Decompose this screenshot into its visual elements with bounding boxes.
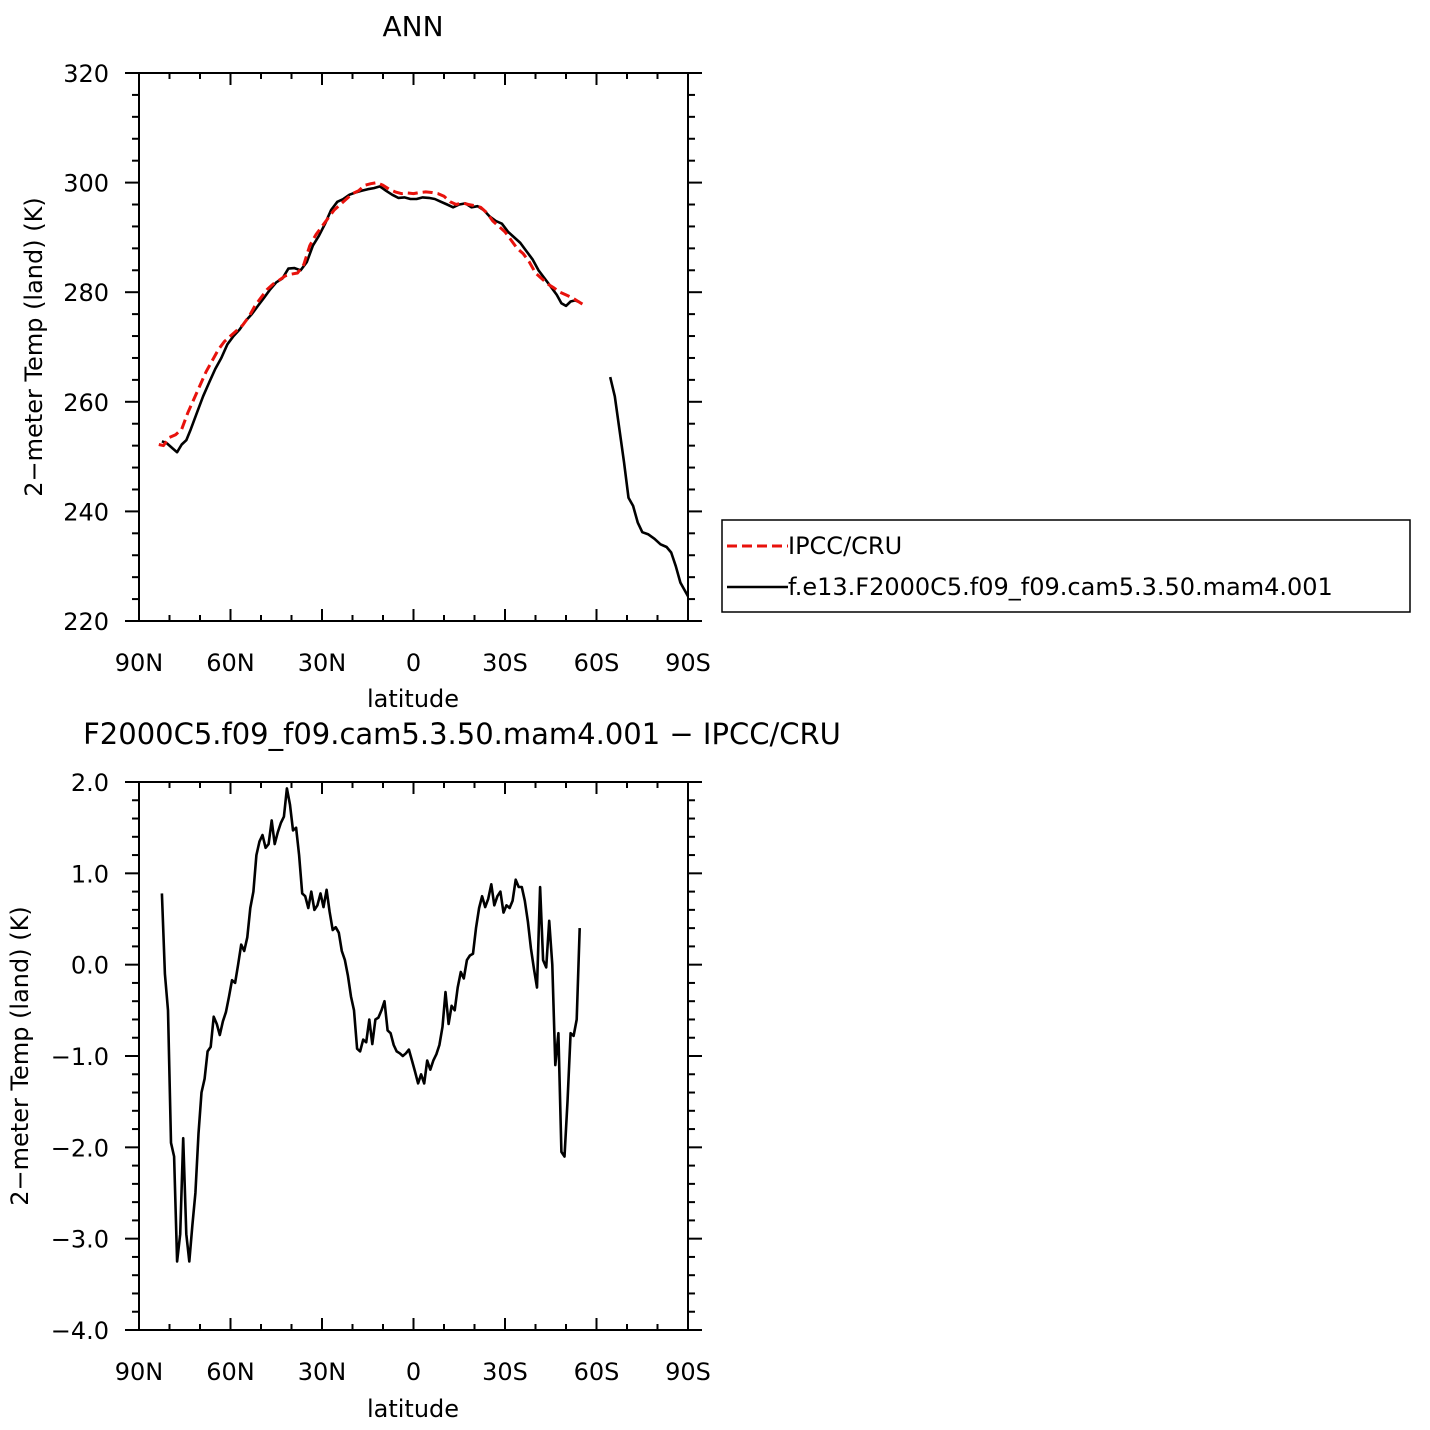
x-tick-label: 0 xyxy=(406,1358,421,1386)
x-tick-label: 0 xyxy=(406,649,421,677)
y-tick-label: 240 xyxy=(63,498,109,526)
series-line-0 xyxy=(158,181,584,448)
y-tick-label: 0.0 xyxy=(71,952,109,980)
y-tick-label: 280 xyxy=(63,279,109,307)
x-tick-label: 90S xyxy=(665,649,711,677)
difference-panel: F2000C5.f09_f09.cam5.3.50.mam4.001 − IPC… xyxy=(6,717,841,1423)
ticks-layer: 90N 60N 30N 0 30S 60S 90S −4.0 −3.0 −2.0 −1.0 0.0 1.… xyxy=(51,769,711,1386)
chart-title: ANN xyxy=(382,10,443,43)
y-axis-label: 2−meter Temp (land) (K) xyxy=(6,906,34,1205)
y-tick-label: −3.0 xyxy=(51,1226,109,1254)
x-axis-label: latitude xyxy=(367,685,459,713)
y-tick-label: −2.0 xyxy=(51,1134,109,1162)
y-tick-label: 320 xyxy=(63,60,109,88)
legend-label-model: f.e13.F2000C5.f09_f09.cam5.3.50.mam4.001 xyxy=(788,573,1333,601)
y-tick-label: 220 xyxy=(63,608,109,636)
x-tick-label: 30N xyxy=(298,1358,347,1386)
x-axis-label: latitude xyxy=(367,1395,459,1423)
plot-frame xyxy=(138,781,689,1331)
series-layer xyxy=(158,181,690,597)
x-tick-label: 90N xyxy=(115,1358,164,1386)
legend-label-ipcc-cru: IPCC/CRU xyxy=(788,532,902,560)
series-line-1 xyxy=(161,185,690,597)
x-tick-label: 60S xyxy=(574,649,620,677)
legend-box xyxy=(721,519,1411,613)
y-tick-label: 260 xyxy=(63,389,109,417)
series-layer xyxy=(160,787,581,1263)
y-tick-label: 2.0 xyxy=(71,769,109,797)
chart-title: F2000C5.f09_f09.cam5.3.50.mam4.001 − IPC… xyxy=(83,717,841,751)
x-tick-label: 30S xyxy=(482,649,528,677)
series-line-0 xyxy=(160,787,581,1263)
ticks-layer: 90N 60N 30N 0 30S 60S 90S 220 240 260 280 300 320 xyxy=(63,60,711,677)
y-tick-label: 300 xyxy=(63,170,109,198)
legend: IPCC/CRU f.e13.F2000C5.f09_f09.cam5.3.50… xyxy=(721,519,1411,613)
x-tick-label: 90S xyxy=(665,1358,711,1386)
annual-temperature-panel: ANN 90N 60N 30N 0 30S 60S 90S 220 240 260 280 300 32… xyxy=(20,10,711,713)
x-tick-label: 60N xyxy=(206,649,255,677)
x-tick-label: 60N xyxy=(206,1358,255,1386)
y-tick-label: −4.0 xyxy=(51,1317,109,1345)
x-tick-label: 90N xyxy=(115,649,164,677)
x-tick-label: 30S xyxy=(482,1358,528,1386)
x-tick-label: 60S xyxy=(574,1358,620,1386)
y-tick-label: 1.0 xyxy=(71,860,109,888)
y-tick-label: −1.0 xyxy=(51,1043,109,1071)
y-axis-label: 2−meter Temp (land) (K) xyxy=(20,197,48,496)
x-tick-label: 30N xyxy=(298,649,347,677)
